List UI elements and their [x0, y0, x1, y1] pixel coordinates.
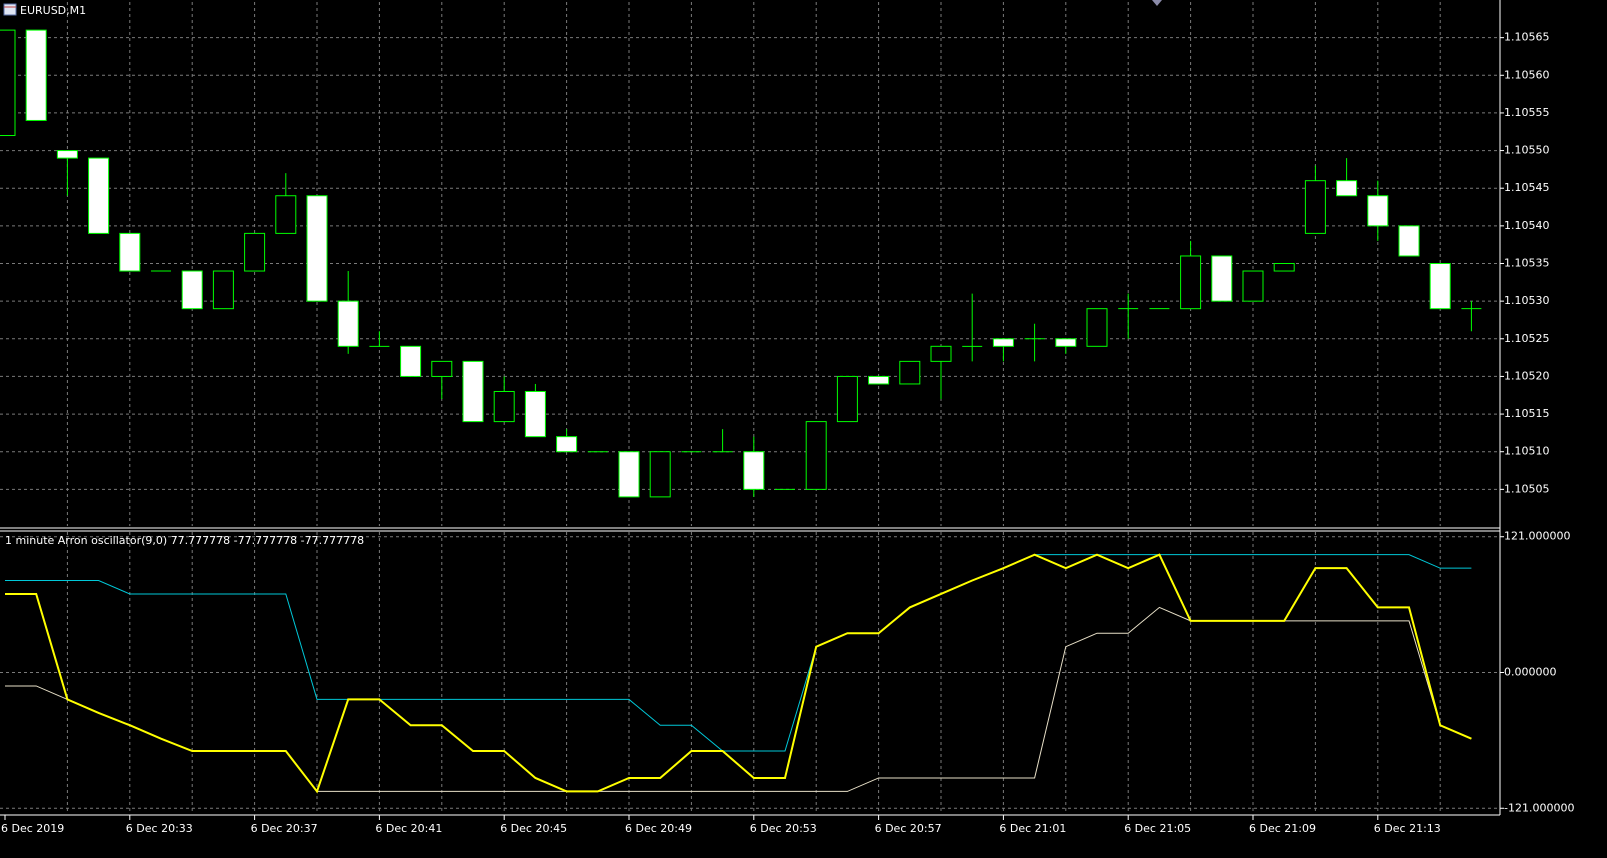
candle-body — [805, 421, 827, 490]
x-tick-label: 6 Dec 20:37 — [251, 822, 318, 835]
candle-body — [836, 375, 858, 423]
candle-body — [431, 360, 453, 377]
y-tick-label: 1.10515 — [1504, 407, 1550, 420]
candle-body — [1086, 308, 1108, 347]
y-tick-label: 1.10545 — [1504, 181, 1550, 194]
candle-body — [649, 451, 671, 498]
y-tick-label: -121.000000 — [1504, 801, 1574, 814]
candle-body — [25, 29, 47, 121]
window-title: EURUSD,M1 — [20, 4, 86, 17]
candle-body — [930, 345, 952, 362]
y-tick-label: 1.10550 — [1504, 144, 1550, 157]
candle-body — [1055, 338, 1077, 347]
candle-body — [1398, 225, 1420, 257]
shift-marker[interactable] — [1152, 0, 1162, 6]
y-tick-label: 1.10530 — [1504, 294, 1550, 307]
x-tick-label: 6 Dec 2019 — [1, 822, 64, 835]
y-tick-label: 1.10510 — [1504, 445, 1550, 458]
x-tick-label: 6 Dec 20:33 — [126, 822, 193, 835]
candle-body — [524, 390, 546, 438]
candle-body — [181, 270, 203, 310]
candle-body — [1336, 180, 1358, 197]
candle-body — [0, 29, 16, 137]
candle-body — [212, 270, 234, 310]
indicator-line — [5, 554, 1472, 752]
x-tick-label: 6 Dec 20:57 — [875, 822, 942, 835]
x-tick-label: 6 Dec 20:53 — [750, 822, 817, 835]
y-tick-label: 1.10565 — [1504, 31, 1550, 44]
candle-body — [56, 150, 78, 159]
y-tick-label: 0.000000 — [1504, 666, 1557, 679]
y-tick-label: 1.10535 — [1504, 257, 1550, 270]
candle-body — [992, 338, 1014, 347]
candle-body — [618, 451, 640, 498]
x-tick-label: 6 Dec 21:09 — [1249, 822, 1316, 835]
candle-body — [119, 232, 141, 272]
x-tick-label: 6 Dec 20:41 — [375, 822, 442, 835]
y-tick-label: 1.10525 — [1504, 332, 1550, 345]
grid-layer — [0, 2, 1500, 814]
y-tick-label: 1.10540 — [1504, 219, 1550, 232]
candle-body — [743, 451, 765, 490]
candle-body — [244, 232, 266, 272]
candle-body — [1242, 270, 1264, 302]
x-tick-label: 6 Dec 21:13 — [1374, 822, 1441, 835]
y-tick-label: 1.10560 — [1504, 68, 1550, 81]
x-tick-label: 6 Dec 20:45 — [500, 822, 567, 835]
candle-body — [462, 360, 484, 423]
y-tick-label: 1.10505 — [1504, 482, 1550, 495]
candle-body — [275, 195, 297, 234]
y-tick-label: 121.000000 — [1504, 530, 1570, 543]
candle-body — [1211, 255, 1233, 302]
candle-body — [1180, 255, 1202, 310]
y-tick-label: 1.10520 — [1504, 369, 1550, 382]
candle-body — [1367, 195, 1389, 227]
mark-layer — [0, 29, 1482, 794]
indicator-line — [5, 553, 1472, 794]
candle-body — [337, 300, 359, 347]
candle-body — [1429, 263, 1451, 310]
x-tick-label: 6 Dec 20:49 — [625, 822, 692, 835]
candle-body — [868, 375, 890, 385]
x-tick-label: 6 Dec 21:05 — [1124, 822, 1191, 835]
y-tick-label: 1.10555 — [1504, 106, 1550, 119]
candle-body — [400, 345, 422, 377]
candle-body — [88, 157, 110, 234]
candle-body — [306, 195, 328, 302]
candle-body — [1304, 180, 1326, 234]
candle-body — [493, 390, 515, 423]
x-tick-label: 6 Dec 21:01 — [999, 822, 1066, 835]
candle-body — [556, 436, 578, 453]
candle-body — [899, 360, 921, 385]
window-icon — [3, 3, 17, 16]
candle-body — [1273, 263, 1295, 272]
indicator-title: 1 minute Arron oscillator(9,0) 77.777778… — [5, 534, 364, 547]
